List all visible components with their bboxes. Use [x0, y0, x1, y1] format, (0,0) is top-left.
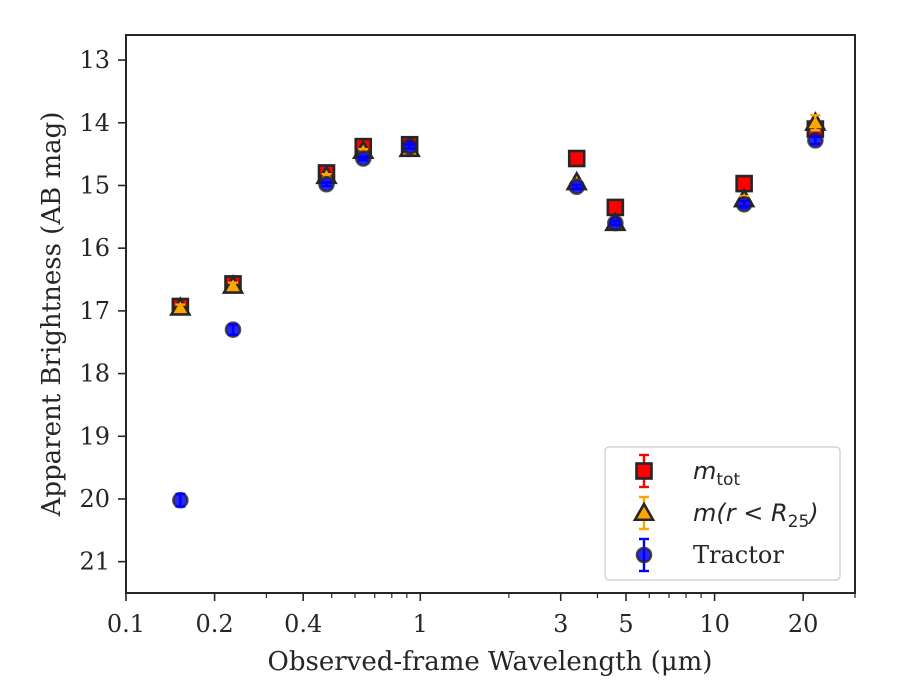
legend-marker-tractor	[635, 546, 653, 564]
y-tick-label: 15	[79, 171, 110, 199]
errorbar-mtot	[571, 155, 582, 162]
y-tick-label: 18	[79, 360, 110, 388]
legend-box	[604, 446, 841, 581]
errorbar-mr25	[228, 281, 239, 291]
x-tick-label: 5	[618, 610, 633, 638]
legend-marker-mr25	[632, 501, 656, 522]
y-tick-label: 14	[79, 109, 110, 137]
errorbar-mr25	[810, 114, 821, 132]
legend-label-mr25: m(r < R25)	[693, 499, 819, 532]
y-tick-label: 16	[79, 234, 110, 262]
errorbar-mr25	[175, 303, 186, 313]
series-tractor	[172, 132, 824, 509]
y-tick-label: 19	[79, 422, 110, 450]
errorbar-tractor	[175, 492, 186, 508]
y-tick-label: 20	[79, 485, 110, 513]
errorbar-tractor	[810, 135, 821, 146]
x-tick-label: 0.2	[196, 610, 234, 638]
x-tick-label: 1	[413, 610, 428, 638]
legend: mtot m(r < R25) Tractor	[604, 446, 841, 581]
errorbar-mtot	[739, 179, 750, 188]
errorbar-tractor	[404, 143, 415, 150]
x-axis-label: Observed-frame Wavelength (μm)	[268, 647, 713, 677]
x-tick-label: 0.1	[107, 610, 145, 638]
x-tick-label: 3	[553, 610, 568, 638]
legend-markers	[632, 453, 656, 573]
errorbar-tractor	[739, 199, 750, 209]
errorbar-tractor	[358, 155, 369, 162]
errorbar-tractor	[571, 183, 582, 190]
errorbar-mtot	[610, 204, 621, 211]
y-tick-label: 13	[79, 46, 110, 74]
legend-marker-mtot	[635, 462, 653, 480]
errorbar-tractor	[610, 220, 621, 227]
errorbar-tractor	[228, 323, 239, 336]
legend-label-mtot: mtot	[693, 457, 740, 490]
x-tick-label: 0.4	[284, 610, 322, 638]
data-marks	[169, 111, 827, 509]
y-axis-label: Apparent Brightness (AB mag)	[37, 112, 67, 518]
errorbar-tractor	[321, 181, 332, 188]
legend-label-tractor: Tractor	[693, 541, 784, 569]
x-tick-label: 20	[788, 610, 819, 638]
x-tick-label: 10	[699, 610, 730, 638]
y-tick-label: 21	[79, 548, 110, 576]
y-tick-label: 17	[79, 297, 110, 325]
plot-frame	[125, 34, 856, 594]
